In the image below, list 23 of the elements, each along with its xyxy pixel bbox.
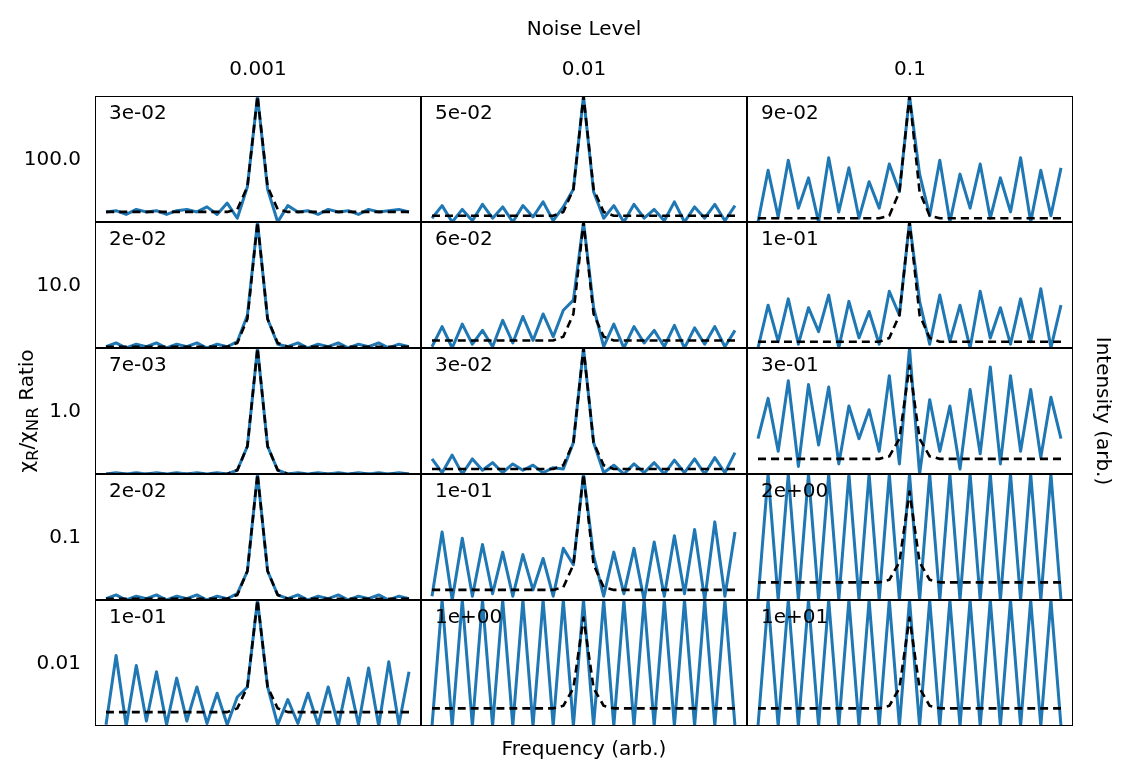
annotation: 3e-02 [435, 352, 493, 376]
annotation: 3e-02 [109, 100, 167, 124]
y-axis-title: 100.0 [23, 146, 81, 170]
y2-axis-title: Intensity (arb.) [1092, 336, 1116, 486]
annotation: 1e-01 [109, 604, 167, 628]
chart-subtitle: 0.001 [228, 56, 288, 80]
x-axis-title: Frequency (arb.) [500, 736, 668, 760]
annotation: 7e-03 [109, 352, 167, 376]
y-axis-title: 1.0 [49, 398, 81, 422]
annotation: 5e-02 [435, 100, 493, 124]
chart-title: Noise Level [525, 16, 643, 40]
y-axis-title: 10.0 [36, 272, 81, 296]
annotation: 9e-02 [761, 100, 819, 124]
chart-subtitle: 0.01 [560, 56, 608, 80]
annotation: 2e-02 [109, 478, 167, 502]
annotation: 1e-01 [761, 226, 819, 250]
y-axis-title: 0.1 [49, 524, 81, 548]
annotation: 6e-02 [435, 226, 493, 250]
chart-subtitle: 0.1 [893, 56, 927, 80]
annotation: 2e-02 [109, 226, 167, 250]
annotation: 1e-01 [435, 478, 493, 502]
annotation: 3e-01 [761, 352, 819, 376]
y-axis-title: 0.01 [36, 650, 81, 674]
